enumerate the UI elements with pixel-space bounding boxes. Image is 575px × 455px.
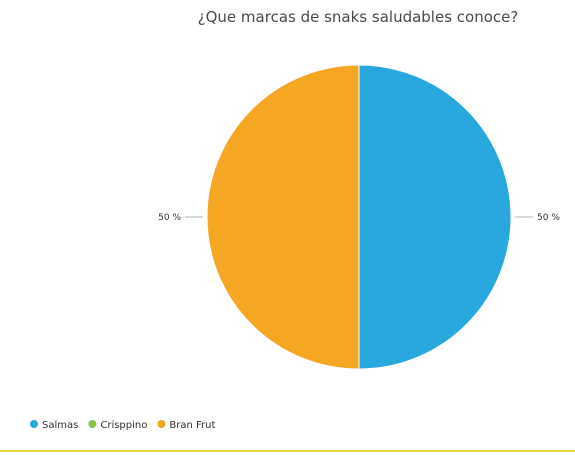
chart-title: ¿Que marcas de snaks saludables conoce? bbox=[198, 8, 519, 26]
pie-slices bbox=[206, 64, 512, 370]
legend-marker-salmas bbox=[30, 420, 38, 428]
data-labels: 50 % 50 % bbox=[158, 213, 560, 223]
data-label-bran-frut: 50 % bbox=[158, 213, 181, 223]
data-label-salmas: 50 % bbox=[537, 213, 560, 223]
legend: Salmas Crisppino Bran Frut bbox=[30, 420, 215, 431]
legend-item-bran-frut[interactable]: Bran Frut bbox=[169, 420, 215, 431]
legend-marker-crisppino bbox=[88, 420, 97, 428]
legend-marker-bran-frut bbox=[157, 420, 166, 428]
pie-slice-salmas bbox=[358, 64, 512, 370]
pie-slice-bran-frut bbox=[206, 64, 360, 370]
legend-item-crisppino[interactable]: Crisppino bbox=[100, 420, 147, 431]
legend-item-salmas[interactable]: Salmas bbox=[42, 420, 78, 431]
